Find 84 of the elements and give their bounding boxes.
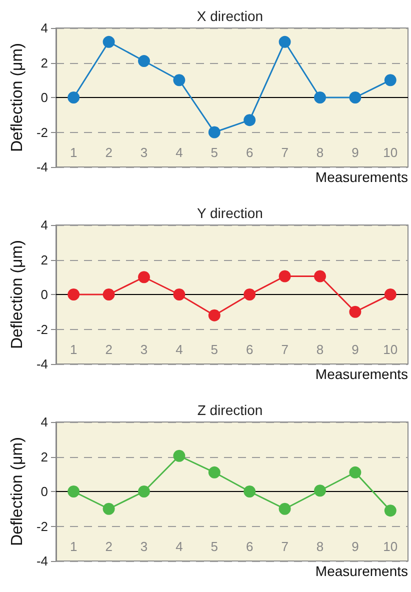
point bbox=[138, 55, 150, 68]
y-tick-label: 4 bbox=[40, 20, 48, 36]
y-tick-label: 4 bbox=[40, 414, 48, 430]
point bbox=[138, 271, 150, 284]
y-tick-label: 2 bbox=[40, 449, 48, 464]
y-axis-title: Deflection (μm) bbox=[9, 43, 26, 152]
y-tick-label: 0 bbox=[40, 90, 48, 105]
x-tick-label: 1 bbox=[70, 342, 78, 357]
y-tick-label: -4 bbox=[36, 554, 48, 568]
chart-title: X direction bbox=[196, 8, 264, 24]
x-tick-label: 5 bbox=[210, 342, 218, 357]
point bbox=[102, 288, 115, 300]
y-tick-label: -4 bbox=[36, 160, 48, 174]
point bbox=[68, 486, 80, 498]
y-tick-label: 0 bbox=[40, 287, 48, 302]
x-tick-label: 8 bbox=[316, 342, 324, 357]
point bbox=[244, 486, 256, 498]
point bbox=[68, 288, 80, 300]
point bbox=[244, 288, 256, 300]
y-tick-label: -4 bbox=[36, 356, 48, 372]
chart-title: Y direction bbox=[197, 205, 263, 221]
chart-title: Z direction bbox=[197, 402, 263, 418]
point bbox=[138, 486, 150, 498]
y-tick-label: 4 bbox=[40, 218, 48, 232]
x-tick-label: 2 bbox=[105, 539, 112, 554]
y-tick-label: -2 bbox=[36, 322, 48, 337]
point bbox=[384, 504, 396, 517]
point bbox=[102, 502, 115, 515]
x-tick-label: 7 bbox=[281, 342, 288, 357]
x-tick-label: 3 bbox=[140, 342, 148, 357]
point bbox=[173, 288, 186, 300]
point bbox=[173, 450, 186, 462]
x-tick-label: 6 bbox=[246, 145, 254, 160]
point bbox=[208, 126, 220, 138]
y-axis-title: Deflection (μm) bbox=[9, 240, 26, 349]
x-tick-label: 4 bbox=[176, 539, 183, 554]
x-tick-label: 10 bbox=[383, 342, 398, 357]
point bbox=[278, 502, 291, 515]
x-tick-label: 7 bbox=[281, 539, 288, 554]
y-tick-label: 2 bbox=[40, 252, 48, 268]
x-tick-label: 1 bbox=[70, 145, 78, 160]
point bbox=[349, 92, 362, 104]
point bbox=[314, 270, 326, 282]
point bbox=[314, 484, 326, 497]
x-tick-label: 4 bbox=[176, 145, 183, 160]
point bbox=[384, 288, 396, 300]
x-tick-label: 9 bbox=[352, 145, 359, 160]
y-tick-label: -2 bbox=[36, 124, 48, 140]
x-tick-label: 5 bbox=[210, 539, 218, 554]
y-tick-label: 2 bbox=[40, 55, 48, 70]
x-tick-label: 9 bbox=[352, 539, 359, 554]
x-axis-title: Measurements bbox=[315, 563, 408, 579]
point bbox=[278, 36, 291, 48]
x-tick-label: 9 bbox=[352, 342, 359, 357]
x-tick-label: 6 bbox=[246, 342, 254, 357]
x-tick-label: 5 bbox=[210, 145, 218, 160]
point bbox=[208, 466, 220, 478]
point bbox=[349, 306, 362, 318]
point bbox=[384, 74, 396, 86]
y-tick-label: 0 bbox=[40, 484, 48, 499]
y-axis-title: Deflection (μm) bbox=[9, 437, 26, 546]
x-tick-label: 10 bbox=[383, 145, 398, 160]
x-tick-label: 3 bbox=[140, 145, 148, 160]
x-tick-label: 4 bbox=[176, 342, 183, 357]
point bbox=[349, 466, 362, 478]
point bbox=[314, 92, 326, 104]
x-tick-label: 3 bbox=[140, 539, 148, 554]
x-tick-label: 1 bbox=[70, 539, 78, 554]
point bbox=[208, 309, 220, 322]
x-axis-title: Measurements bbox=[315, 169, 408, 185]
point bbox=[102, 36, 115, 48]
x-tick-label: 7 bbox=[281, 145, 288, 160]
y-tick-label: -2 bbox=[36, 518, 48, 534]
point bbox=[244, 114, 256, 126]
x-tick-label: 2 bbox=[105, 342, 112, 357]
point bbox=[278, 270, 291, 282]
point bbox=[173, 74, 186, 86]
x-tick-label: 8 bbox=[316, 539, 324, 554]
x-tick-label: 8 bbox=[316, 145, 324, 160]
x-tick-label: 2 bbox=[105, 145, 112, 160]
x-axis-title: Measurements bbox=[315, 366, 408, 382]
x-tick-label: 10 bbox=[383, 539, 398, 554]
x-tick-label: 6 bbox=[246, 539, 254, 554]
point bbox=[68, 92, 80, 104]
